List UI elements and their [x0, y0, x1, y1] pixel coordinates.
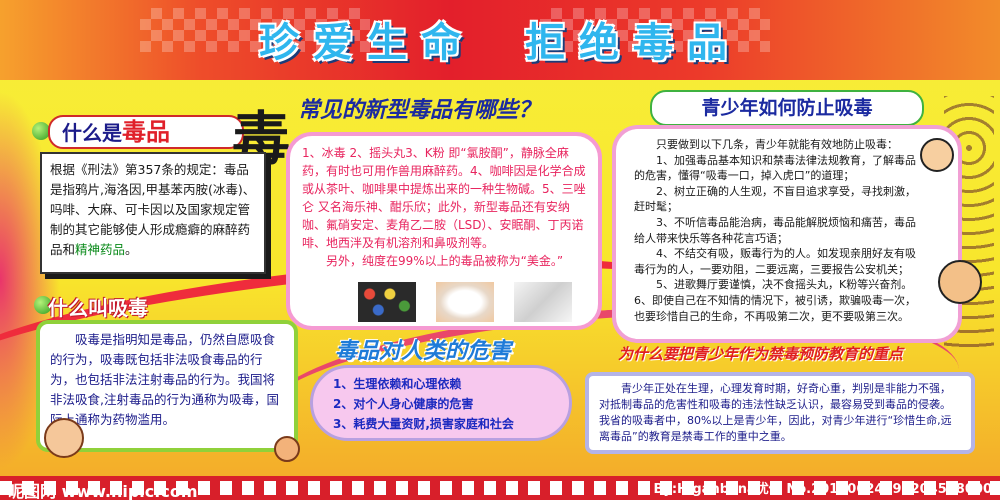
pills-photo — [356, 280, 418, 324]
definition-end: 。 — [125, 242, 138, 257]
drug-abuse-text: 吸毒是指明知是毒品，仍然自愿吸食的行为，吸毒既包括非法吸食毒品的行为，也包括非法… — [50, 332, 279, 427]
teen-item: 1、加强毒品基本知识和禁毒法律法规教育，了解毒品的危害，懂得“吸毒一口，掉入虎口… — [634, 153, 916, 183]
new-drugs-text: 1、冰毒 2、摇头丸3、K粉 即“氯胺酮”，静脉全麻药，有时也可用作兽用麻醉药。… — [302, 146, 586, 250]
poster-title: 珍爱生命 拒绝毒品 — [0, 10, 1000, 68]
definition-text: 根据《刑法》第357条的规定：毒品是指鸦片,海洛因,甲基苯丙胺(冰毒)、吗啡、大… — [50, 162, 256, 257]
powder-photo — [434, 280, 496, 324]
top-banner — [0, 0, 1000, 80]
film-strip: 昵图网 www.nipic.com By:Higanbana优伤 No.2013… — [0, 476, 1000, 500]
teen-item: 5、进歌舞厅要谨慎，决不食摇头丸，K粉等兴奋剂。 6、即使自己在不知情的情况下，… — [634, 278, 916, 323]
harm-item: 3、耗费大量资财,损害家庭和社会 — [333, 417, 514, 431]
watermark-right: By:Higanbana优伤 No.20130624092204528000 — [653, 482, 992, 497]
harm-item: 2、对个人身心健康的危害 — [333, 397, 474, 411]
drug-abuse-header: 什么叫吸毒 — [48, 296, 148, 320]
definition-header-pre: 什么是 — [62, 121, 122, 145]
teen-item: 2、树立正确的人生观，不盲目追求享受，寻找刺激，赶时髦； — [634, 184, 916, 214]
checker-pattern-left — [140, 8, 370, 52]
bullet-dot-icon — [32, 122, 50, 140]
teen-item: 4、不结交有吸，贩毒行为的人。如发现亲朋好友有吸毒行为的人，一要劝阻，二要远离，… — [634, 247, 916, 276]
watermark-left: 昵图网 www.nipic.com — [8, 482, 198, 500]
definition-highlight: 精神药品 — [75, 242, 126, 257]
harm-item: 1、生理依赖和心理依赖 — [333, 377, 462, 391]
crystal-photo — [512, 280, 574, 324]
cartoon-kid-icon — [274, 436, 300, 462]
definition-header: 什么是毒品 — [48, 115, 244, 149]
harm-header: 毒品对人类的危害 — [335, 339, 512, 364]
cartoon-boy-icon — [938, 260, 982, 304]
cartoon-kids-icon — [920, 138, 954, 172]
new-drugs-header: 常见的新型毒品有哪些？ — [298, 98, 541, 123]
teen-item: 3、不听信毒品能治病，毒品能解脱烦恼和痛苦，毒品给人带来快乐等各种花言巧语； — [634, 215, 916, 245]
why-teens-header: 为什么要把青少年作为禁毒预防教育的重点 — [618, 345, 904, 363]
teen-prevention-header: 青少年如何防止吸毒 — [650, 90, 924, 126]
definition-panel: 根据《刑法》第357条的规定：毒品是指鸦片,海洛因,甲基苯丙胺(冰毒)、吗啡、大… — [40, 152, 266, 274]
new-drugs-text-2: 另外，纯度在99%以上的毒品被称为“美金。” — [326, 254, 564, 268]
title-left: 珍爱生命 — [259, 20, 475, 66]
bullet-dot-icon — [34, 296, 52, 314]
cartoon-kid-icon — [44, 418, 84, 458]
teen-intro: 只要做到以下几条，青少年就能有效地防止吸毒： — [656, 138, 898, 151]
why-teens-text: 青少年正处在生理，心理发育时期，好奇心重，判别是非能力不强，对抵制毒品的危害性和… — [599, 382, 952, 443]
why-teens-panel: 青少年正处在生理，心理发育时期，好奇心重，判别是非能力不强，对抵制毒品的危害性和… — [585, 372, 975, 454]
teen-prevention-panel: 只要做到以下几条，青少年就能有效地防止吸毒： 1、加强毒品基本知识和禁毒法律法规… — [612, 125, 962, 343]
film-holes — [0, 481, 1000, 495]
title-right: 拒绝毒品 — [525, 20, 741, 66]
harm-panel: 1、生理依赖和心理依赖 2、对个人身心健康的危害 3、耗费大量资财,损害家庭和社… — [310, 365, 572, 441]
definition-header-red: 毒品 — [122, 118, 170, 146]
checker-pattern-right — [540, 8, 770, 52]
